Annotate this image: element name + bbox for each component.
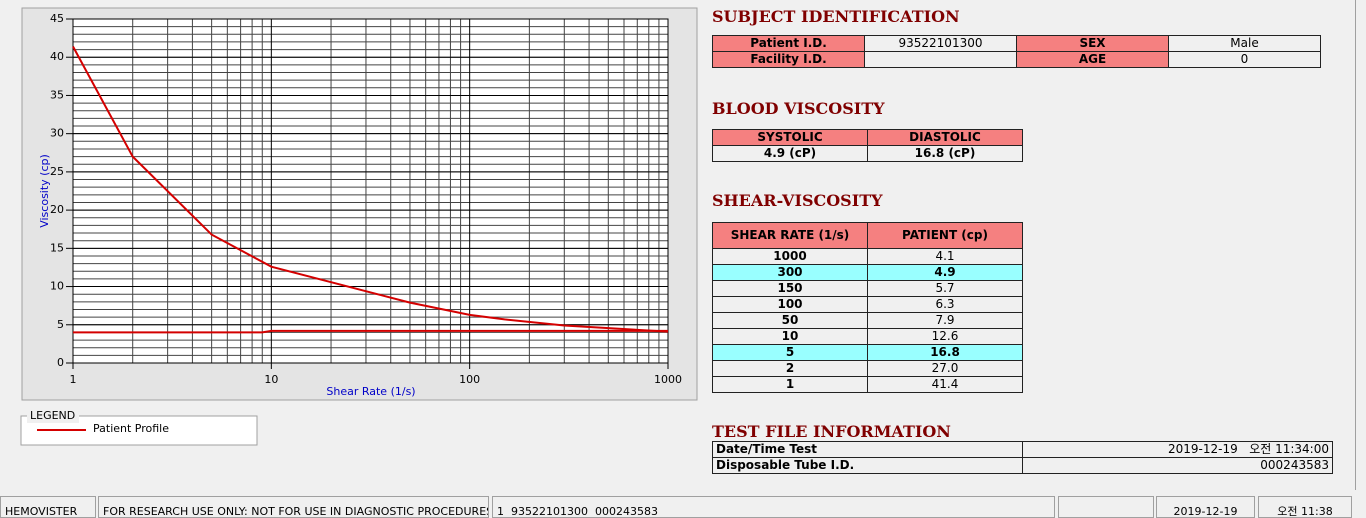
- table-cell: 5.7: [867, 280, 1023, 297]
- legend-label: Patient Profile: [93, 422, 169, 435]
- x-tick-label: 1: [70, 373, 77, 386]
- x-tick-label: 10: [264, 373, 278, 386]
- table-cell: 4.1: [867, 248, 1023, 265]
- table-row: Date/Time Test 2019-12-19 오전 11:34:00: [712, 441, 1333, 458]
- table-cell: 300: [712, 264, 868, 281]
- plot-border: [72, 18, 669, 364]
- table-row: 4.9 (cP) 16.8 (cP): [712, 145, 1023, 162]
- table-cell: 12.6: [867, 328, 1023, 345]
- section-title: SHEAR-VISCOSITY: [712, 191, 883, 210]
- header-row: SYSTOLIC DIASTOLIC: [712, 129, 1023, 146]
- table-cell: 16.8 (cP): [867, 145, 1023, 162]
- table-cell: 93522101300: [864, 35, 1017, 52]
- y-axis-title: Viscosity (cp): [38, 154, 51, 228]
- table-cell: 5: [712, 344, 868, 361]
- window-edge: [1355, 0, 1356, 490]
- table-cell: 1: [712, 376, 868, 393]
- x-tick-label: 1000: [654, 373, 682, 386]
- y-tick-label: 15: [50, 241, 64, 254]
- status-cell: HEMOVISTER: [0, 496, 96, 518]
- table-row: 300 4.9: [712, 264, 1023, 281]
- table-cell: 2019-12-19 오전 11:34:00: [1022, 441, 1333, 458]
- y-tick-label: 5: [57, 318, 64, 331]
- table-cell: 6.3: [867, 296, 1023, 313]
- table-cell: 27.0: [867, 360, 1023, 377]
- data-line: [73, 329, 668, 334]
- status-cell: 오전 11:38: [1258, 496, 1352, 518]
- data-line: [72, 46, 669, 333]
- status-cell: FOR RESEARCH USE ONLY: NOT FOR USE IN DI…: [98, 496, 489, 518]
- section-title: TEST FILE INFORMATION: [712, 422, 951, 441]
- table-cell: 16.8: [867, 344, 1023, 361]
- legend-title-bg: [27, 409, 79, 423]
- table-cell: Disposable Tube I.D.: [712, 457, 1023, 474]
- status-cell: [1058, 496, 1154, 518]
- table-cell: SEX: [1016, 35, 1169, 52]
- table-cell: 2: [712, 360, 868, 377]
- table-cell: 7.9: [867, 312, 1023, 329]
- y-tick-label: 10: [50, 280, 64, 293]
- table-cell: DIASTOLIC: [867, 129, 1023, 146]
- legend-title: LEGEND: [30, 409, 75, 422]
- table-row: 150 5.7: [712, 280, 1023, 297]
- table-cell: 100: [712, 296, 868, 313]
- x-axis-title: Shear Rate (1/s): [326, 385, 415, 398]
- table-row: 1 41.4: [712, 376, 1023, 393]
- y-tick-label: 0: [57, 356, 64, 369]
- table-cell: SYSTOLIC: [712, 129, 868, 146]
- table-row: 100 6.3: [712, 296, 1023, 313]
- chart-panel: Shear Rate (1/s) Viscosity (cp) LEGEND 0…: [20, 7, 698, 446]
- table-row: 1000 4.1: [712, 248, 1023, 265]
- section-title: SUBJECT IDENTIFICATION: [712, 7, 960, 26]
- table-row: 10 12.6: [712, 328, 1023, 345]
- header-row: SHEAR RATE (1/s) PATIENT (cp): [712, 222, 1023, 249]
- table-cell: Male: [1168, 35, 1321, 52]
- table-row: Disposable Tube I.D. 000243583: [712, 457, 1333, 474]
- status-cell: 1 93522101300 000243583: [492, 496, 1055, 518]
- y-tick-label: 25: [50, 165, 64, 178]
- plot-area: [73, 19, 668, 363]
- table-cell: 4.9: [867, 264, 1023, 281]
- section-title: BLOOD VISCOSITY: [712, 99, 885, 118]
- table-cell: PATIENT (cp): [867, 222, 1023, 249]
- table-row: Facility I.D. AGE 0: [712, 51, 1321, 68]
- y-tick-label: 40: [50, 50, 64, 63]
- status-cell: 2019-12-19: [1156, 496, 1255, 518]
- table-row: 5 16.8: [712, 344, 1023, 361]
- table-cell: 10: [712, 328, 868, 345]
- blood-viscosity-table: SYSTOLIC DIASTOLIC 4.9 (cP) 16.8 (cP): [712, 129, 1023, 162]
- y-tick-label: 35: [50, 88, 64, 101]
- table-cell: Date/Time Test: [712, 441, 1023, 458]
- table-cell: SHEAR RATE (1/s): [712, 222, 868, 249]
- table-cell: 1000: [712, 248, 868, 265]
- shear-viscosity-table: SHEAR RATE (1/s) PATIENT (cp) 1000 4.1 300 4.…: [712, 222, 1023, 393]
- table-cell: 0: [1168, 51, 1321, 68]
- test-file-table: Date/Time Test 2019-12-19 오전 11:34:00 Disp…: [712, 441, 1333, 474]
- table-row: 2 27.0: [712, 360, 1023, 377]
- x-tick-label: 100: [459, 373, 480, 386]
- table-cell: 150: [712, 280, 868, 297]
- table-cell: 4.9 (cP): [712, 145, 868, 162]
- table-cell: 41.4: [867, 376, 1023, 393]
- table-cell: Patient I.D.: [712, 35, 865, 52]
- y-tick-label: 30: [50, 127, 64, 140]
- table-cell: 50: [712, 312, 868, 329]
- table-cell: AGE: [1016, 51, 1169, 68]
- table-cell: [864, 51, 1017, 68]
- subject-table: Patient I.D. 93522101300 SEX Male Facility I…: [712, 35, 1321, 68]
- y-tick-label: 20: [50, 203, 64, 216]
- table-row: Patient I.D. 93522101300 SEX Male: [712, 35, 1321, 52]
- y-tick-label: 45: [50, 12, 64, 25]
- table-row: 50 7.9: [712, 312, 1023, 329]
- status-bar: HEMOVISTER FOR RESEARCH USE ONLY: NOT FOR…: [0, 496, 1366, 518]
- table-cell: 000243583: [1022, 457, 1333, 474]
- table-cell: Facility I.D.: [712, 51, 865, 68]
